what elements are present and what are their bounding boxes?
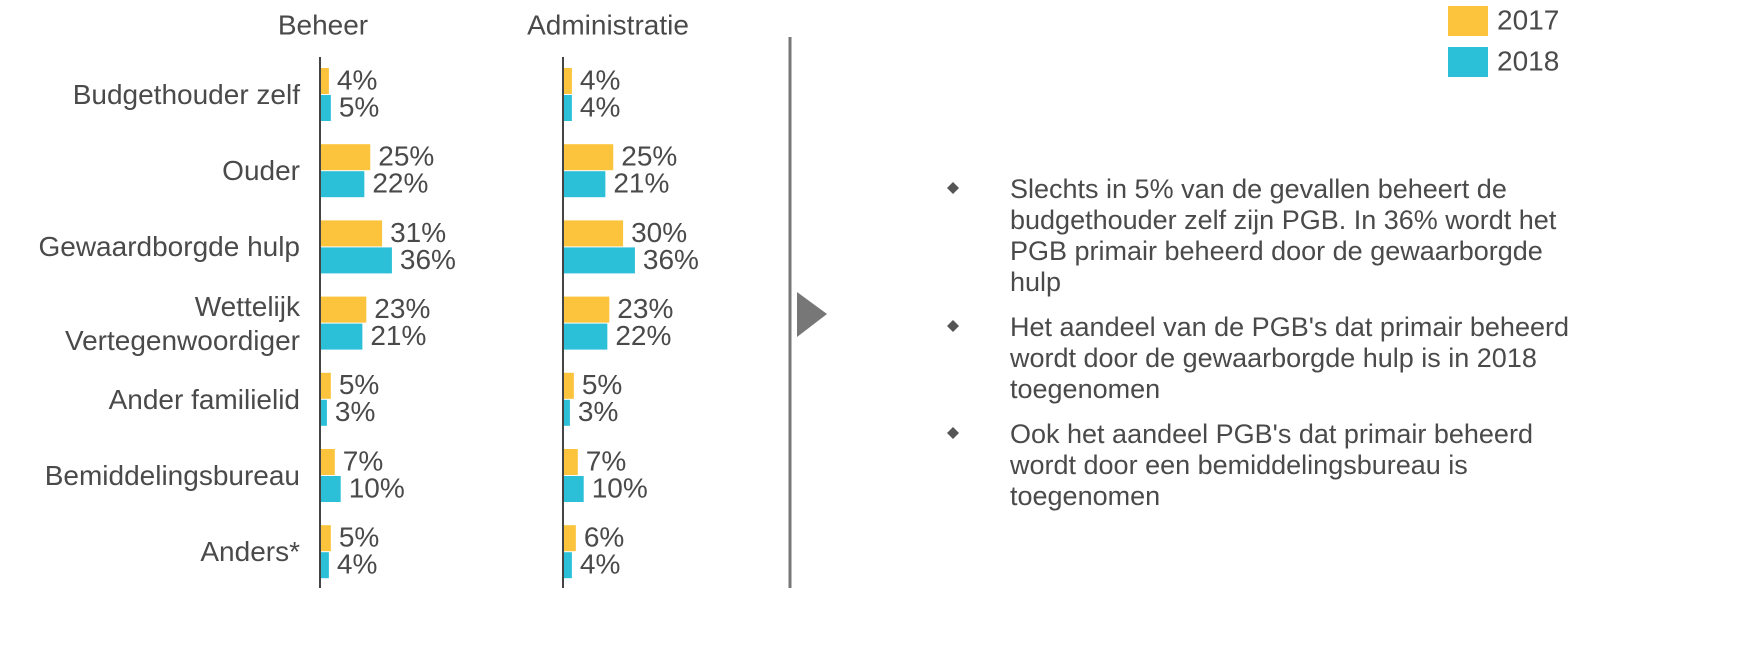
category-label: Anders* bbox=[200, 536, 300, 568]
value-label: 36% bbox=[400, 244, 456, 275]
bar bbox=[564, 296, 610, 323]
value-label: 5% bbox=[339, 369, 379, 400]
value-label: 5% bbox=[582, 369, 622, 400]
value-label: 10% bbox=[592, 472, 648, 503]
bar bbox=[321, 449, 335, 475]
bar bbox=[564, 144, 614, 171]
bar bbox=[564, 220, 624, 247]
bar bbox=[564, 95, 572, 121]
arrow bbox=[797, 292, 827, 337]
bullet-icon bbox=[947, 320, 959, 332]
legend-swatch bbox=[1448, 6, 1488, 36]
bar bbox=[564, 68, 572, 94]
bar bbox=[321, 323, 363, 350]
bar bbox=[564, 372, 574, 399]
bar bbox=[321, 68, 329, 94]
category-label: Gewaardborgde hulp bbox=[38, 231, 300, 263]
value-label: 4% bbox=[580, 549, 620, 580]
bar bbox=[564, 247, 635, 274]
value-label: 6% bbox=[584, 522, 624, 553]
bullet-text: Het aandeel van de PGB's dat primair beh… bbox=[1010, 312, 1569, 404]
bar bbox=[321, 552, 329, 579]
bar bbox=[564, 476, 584, 502]
bar bbox=[321, 144, 371, 171]
legend-swatch bbox=[1448, 47, 1488, 77]
bar bbox=[321, 399, 327, 426]
value-label: 22% bbox=[615, 320, 671, 351]
value-label: 5% bbox=[339, 91, 379, 122]
value-label: 3% bbox=[578, 396, 618, 427]
panel-title: Administratie bbox=[527, 9, 689, 40]
value-label: 10% bbox=[349, 472, 405, 503]
category-label: Bemiddelingsbureau bbox=[44, 460, 300, 491]
value-label: 5% bbox=[339, 522, 379, 553]
bar bbox=[321, 95, 331, 121]
value-label: 23% bbox=[374, 293, 430, 324]
value-label: 7% bbox=[343, 445, 383, 476]
value-label: 4% bbox=[580, 91, 620, 122]
bar bbox=[321, 372, 331, 399]
category-label: Budgethouder zelf bbox=[72, 79, 300, 110]
bar bbox=[564, 552, 572, 579]
bullet-icon bbox=[947, 182, 959, 194]
bullet-text: Ook het aandeel PGB's dat primair beheer… bbox=[1010, 419, 1533, 511]
category-label: Ouder bbox=[222, 155, 300, 187]
bar bbox=[321, 476, 341, 502]
value-label: 21% bbox=[613, 168, 669, 199]
category-label: Ander familielid bbox=[108, 383, 300, 415]
bar bbox=[321, 247, 392, 274]
value-label: 30% bbox=[631, 217, 687, 248]
value-label: 21% bbox=[370, 320, 426, 351]
value-label: 36% bbox=[643, 244, 699, 275]
value-label: 25% bbox=[621, 141, 677, 172]
category-label: Wettelijk Vertegenwoordiger bbox=[64, 290, 300, 356]
bullet-icon bbox=[947, 427, 959, 439]
bar bbox=[564, 525, 576, 552]
value-label: 4% bbox=[337, 549, 377, 580]
bar bbox=[321, 171, 365, 198]
bar bbox=[321, 296, 367, 323]
legend-label: 2017 bbox=[1497, 4, 1559, 35]
value-label: 7% bbox=[586, 445, 626, 476]
value-label: 4% bbox=[580, 64, 620, 95]
bar bbox=[564, 399, 570, 426]
bar bbox=[564, 449, 578, 475]
value-label: 3% bbox=[335, 396, 375, 427]
bar bbox=[321, 220, 383, 247]
value-label: 23% bbox=[617, 293, 673, 324]
bullet-text: Slechts in 5% van de gevallen beheert de… bbox=[1010, 174, 1557, 297]
bar bbox=[321, 525, 331, 552]
legend-label: 2018 bbox=[1497, 45, 1559, 76]
panel-title: Beheer bbox=[278, 9, 368, 40]
value-label: 31% bbox=[390, 217, 446, 248]
value-label: 22% bbox=[372, 168, 428, 199]
bar bbox=[564, 171, 606, 198]
bar bbox=[564, 323, 608, 350]
value-label: 25% bbox=[378, 141, 434, 172]
value-label: 4% bbox=[337, 64, 377, 95]
